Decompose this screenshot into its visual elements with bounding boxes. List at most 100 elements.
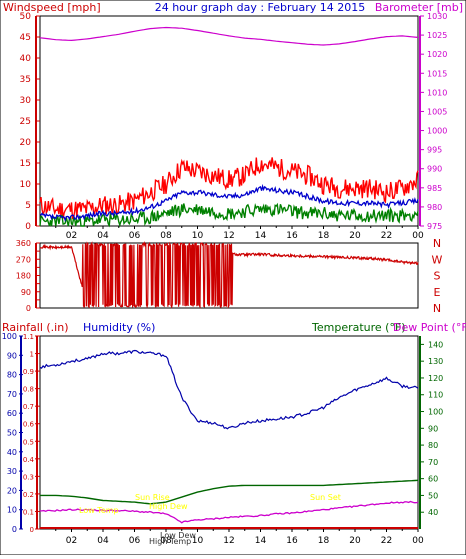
- direction-tick-label: 270: [16, 255, 31, 264]
- barometer-tick-label: 1030: [427, 12, 447, 21]
- barometer-tick-label: 1015: [427, 69, 447, 78]
- x-tick-label: 14: [255, 231, 267, 241]
- rain-tick-label: 0.7: [23, 403, 34, 411]
- barometer-y-ticks: 975 980 985 990 995 1000 1005 1010 1015 1020 1025 1…: [420, 12, 447, 231]
- humidity-line: [39, 349, 419, 430]
- x-tick-label: 12: [223, 231, 234, 241]
- wind-average-line: [39, 183, 419, 222]
- direction-tick-label: 180: [16, 272, 31, 281]
- temperature-tick-label: 70: [428, 458, 438, 467]
- compass-label-s: S: [434, 270, 441, 283]
- temperature-tick-label: 60: [428, 475, 438, 484]
- wind-tick-label: 15: [20, 159, 31, 169]
- rain-tick-label: 0.2: [23, 491, 34, 499]
- direction-tick-label: 90: [21, 288, 31, 297]
- x-tick-label: 20: [349, 231, 361, 241]
- rain-tick-label: 0.1: [23, 508, 34, 516]
- rain-tick-label: 1.1: [23, 333, 34, 341]
- annotation-high-dew: High Dew: [149, 502, 188, 511]
- temperature-tick-label: 120: [428, 374, 443, 383]
- windspeed-title: Windspeed [mph]: [3, 1, 101, 14]
- dew-point-line: [40, 500, 419, 524]
- barometer-title: Barometer [mb]: [375, 1, 463, 14]
- x-tick-label: 14: [255, 536, 267, 546]
- humidity-label: Humidity (%): [83, 321, 155, 334]
- wind-series: [39, 26, 419, 228]
- barometer-tick-label: 1025: [427, 31, 447, 40]
- rain-tick-label: 0.3: [23, 473, 34, 481]
- barometer-tick-label: 1010: [427, 88, 447, 97]
- barometer-tick-label: 980: [427, 203, 442, 212]
- wind-tick-label: 30: [20, 96, 32, 106]
- barometer-tick-label: 1000: [427, 127, 447, 136]
- barometer-tick-label: 995: [427, 146, 442, 155]
- humidity-tick-label: 20: [7, 486, 17, 495]
- temperature-tick-label: 40: [428, 508, 438, 517]
- x-tick-label: 02: [66, 536, 77, 546]
- x-tick-label: 16: [286, 536, 298, 546]
- direction-y-ticks: 0 90 180 270 360: [16, 239, 40, 313]
- x-tick-label: 02: [66, 231, 77, 241]
- wind-tick-label: 45: [20, 33, 31, 43]
- x-tick-label: 10: [192, 536, 204, 546]
- graph-title: 24 hour graph day : February 14 2015: [155, 1, 366, 14]
- wind-tick-label: 25: [20, 117, 31, 127]
- temperature-y-ticks: 40 50 60 70 80 90 100 110 120 130 140: [420, 340, 443, 517]
- rain-tick-label: 0.6: [23, 421, 35, 429]
- x-tick-label: 00: [412, 536, 424, 546]
- x-tick-label: 22: [381, 536, 392, 546]
- barometer-tick-label: 1020: [427, 50, 447, 59]
- wind-tick-label: 40: [20, 54, 32, 64]
- temperature-tick-label: 130: [428, 357, 443, 366]
- dew-point-label: Dew Point (°F): [393, 321, 466, 334]
- temperature-tick-label: 80: [428, 441, 438, 450]
- humidity-tick-label: 10: [7, 506, 17, 515]
- wind-tick-label: 10: [20, 180, 32, 190]
- direction-series: [40, 240, 419, 309]
- rain-tick-label: 0.5: [23, 438, 34, 446]
- temperature-tick-label: 100: [428, 408, 443, 417]
- temperature-label: Temperature (°F): [311, 321, 406, 334]
- compass-label-e: E: [434, 286, 441, 299]
- x-tick-label: 06: [129, 231, 141, 241]
- barometer-tick-label: 990: [427, 165, 442, 174]
- wind-tick-label: 5: [25, 201, 31, 211]
- x-tick-label: 18: [318, 231, 330, 241]
- temperature-tick-label: 50: [428, 491, 438, 500]
- humidity-tick-label: 80: [7, 371, 17, 380]
- humidity-temperature-series: [39, 349, 419, 529]
- humidity-tick-label: 90: [7, 351, 17, 360]
- x-tick-label: 08: [160, 231, 172, 241]
- annotation-high-temp: High Temp: [149, 537, 191, 546]
- humidity-tick-label: 30: [7, 467, 17, 476]
- temperature-tick-label: 110: [428, 391, 443, 400]
- rain-y-ticks: 0 0.1 0.2 0.3 0.4 0.5 0.6 0.7 0.8 0.9 1 1.1: [23, 333, 40, 534]
- barometer-tick-label: 1005: [427, 107, 447, 116]
- x-tick-label: 08: [160, 536, 172, 546]
- x-tick-label: 18: [318, 536, 330, 546]
- humidity-tick-label: 60: [7, 409, 17, 418]
- panel-3-x-ticks: 02 04 06 08 10 12 14 16 18 20 22 00: [55, 529, 424, 546]
- rain-tick-label: 0.9: [23, 368, 34, 376]
- x-tick-label: 04: [97, 231, 109, 241]
- rain-tick-label: 0: [30, 526, 34, 534]
- x-tick-label: 20: [349, 536, 361, 546]
- direction-line: [40, 240, 419, 309]
- barometer-tick-label: 985: [427, 184, 442, 193]
- panel-1-x-ticks: 02 04 06 08 10 12 14 16 18 20 22 00: [55, 226, 424, 241]
- humidity-y-ticks: 0 10 20 30 40 50 60 70 80 90 100: [2, 332, 23, 534]
- temperature-line: [40, 479, 419, 505]
- compass-label-n: N: [433, 302, 441, 315]
- humidity-tick-label: 100: [2, 332, 17, 341]
- x-tick-label: 00: [412, 231, 424, 241]
- temperature-tick-label: 140: [428, 340, 443, 349]
- rain-tick-label: 0.8: [23, 386, 34, 394]
- wind-tick-label: 35: [20, 75, 31, 85]
- barometer-tick-label: 975: [427, 222, 442, 231]
- rain-tick-label: 1: [30, 351, 34, 359]
